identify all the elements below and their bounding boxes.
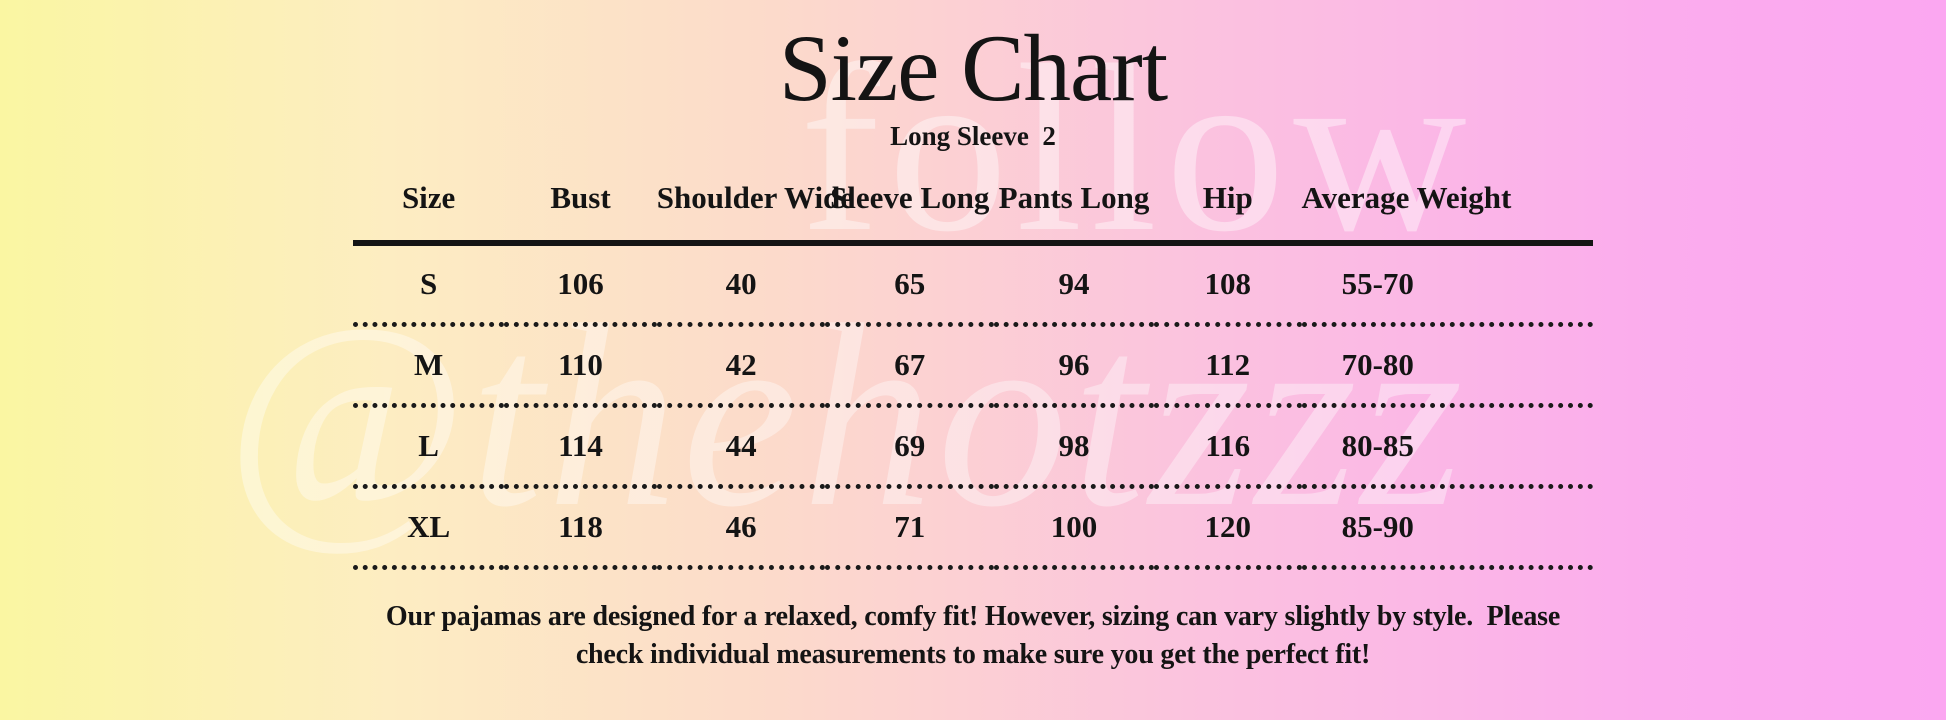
cell-shoulder-wide: 46 bbox=[656, 486, 826, 570]
fit-note-line-1: Our pajamas are designed for a relaxed, … bbox=[385, 600, 1561, 632]
cell-bust: 118 bbox=[504, 486, 657, 570]
content-area: Size Chart Long Sleeve 2 Size Bust Shoul… bbox=[0, 20, 1946, 674]
cell-hip: 120 bbox=[1153, 486, 1302, 570]
cell-size: L bbox=[353, 405, 505, 489]
table-row-m: M 110 42 67 96 112 70-80 bbox=[353, 324, 1593, 408]
cell-hip: 116 bbox=[1153, 405, 1302, 489]
table-row-xl: XL 118 46 71 100 120 85-90 bbox=[353, 486, 1593, 570]
cell-sleeve-long: 65 bbox=[825, 242, 995, 327]
cell-pants-long: 98 bbox=[994, 405, 1154, 489]
cell-pants-long: 94 bbox=[994, 242, 1154, 327]
cell-sleeve-long: 71 bbox=[825, 486, 995, 570]
cell-size: XL bbox=[353, 486, 505, 570]
col-header-hip: Hip bbox=[1153, 161, 1302, 246]
cell-average-weight: 80-85 bbox=[1301, 405, 1593, 489]
cell-bust: 114 bbox=[504, 405, 657, 489]
cell-hip: 112 bbox=[1153, 324, 1302, 408]
cell-pants-long: 96 bbox=[994, 324, 1154, 408]
cell-average-weight: 70-80 bbox=[1301, 324, 1593, 408]
cell-size: M bbox=[353, 324, 505, 408]
cell-shoulder-wide: 40 bbox=[656, 242, 826, 327]
subtitle-style-name: Long Sleeve 2 bbox=[890, 120, 1056, 151]
col-header-bust: Bust bbox=[504, 161, 657, 246]
cell-average-weight: 85-90 bbox=[1301, 486, 1593, 570]
size-table: Size Bust Shoulder Wide Sleeve Long Pant… bbox=[353, 161, 1593, 570]
table-row-s: S 106 40 65 94 108 55-70 bbox=[353, 242, 1593, 327]
col-header-size: Size bbox=[353, 161, 505, 246]
cell-shoulder-wide: 42 bbox=[656, 324, 826, 408]
cell-average-weight: 55-70 bbox=[1301, 242, 1593, 327]
cell-size: S bbox=[353, 242, 505, 327]
table-row-l: L 114 44 69 98 116 80-85 bbox=[353, 405, 1593, 489]
cell-pants-long: 100 bbox=[994, 486, 1154, 570]
col-header-sleeve-long: Sleeve Long bbox=[825, 161, 995, 246]
cell-sleeve-long: 69 bbox=[825, 405, 995, 489]
fit-note: Our pajamas are designed for a relaxed, … bbox=[0, 598, 1946, 674]
cell-hip: 108 bbox=[1153, 242, 1302, 327]
cell-bust: 110 bbox=[504, 324, 657, 408]
page-title: Size Chart bbox=[778, 15, 1168, 121]
table-header-row: Size Bust Shoulder Wide Sleeve Long Pant… bbox=[353, 161, 1593, 246]
cell-shoulder-wide: 44 bbox=[656, 405, 826, 489]
col-header-average-weight: Average Weight bbox=[1301, 161, 1593, 246]
fit-note-line-2: check individual measurements to make su… bbox=[575, 638, 1371, 670]
cell-bust: 106 bbox=[504, 242, 657, 327]
col-header-pants-long: Pants Long bbox=[994, 161, 1154, 246]
col-header-shoulder-wide: Shoulder Wide bbox=[656, 161, 854, 246]
cell-sleeve-long: 67 bbox=[825, 324, 995, 408]
